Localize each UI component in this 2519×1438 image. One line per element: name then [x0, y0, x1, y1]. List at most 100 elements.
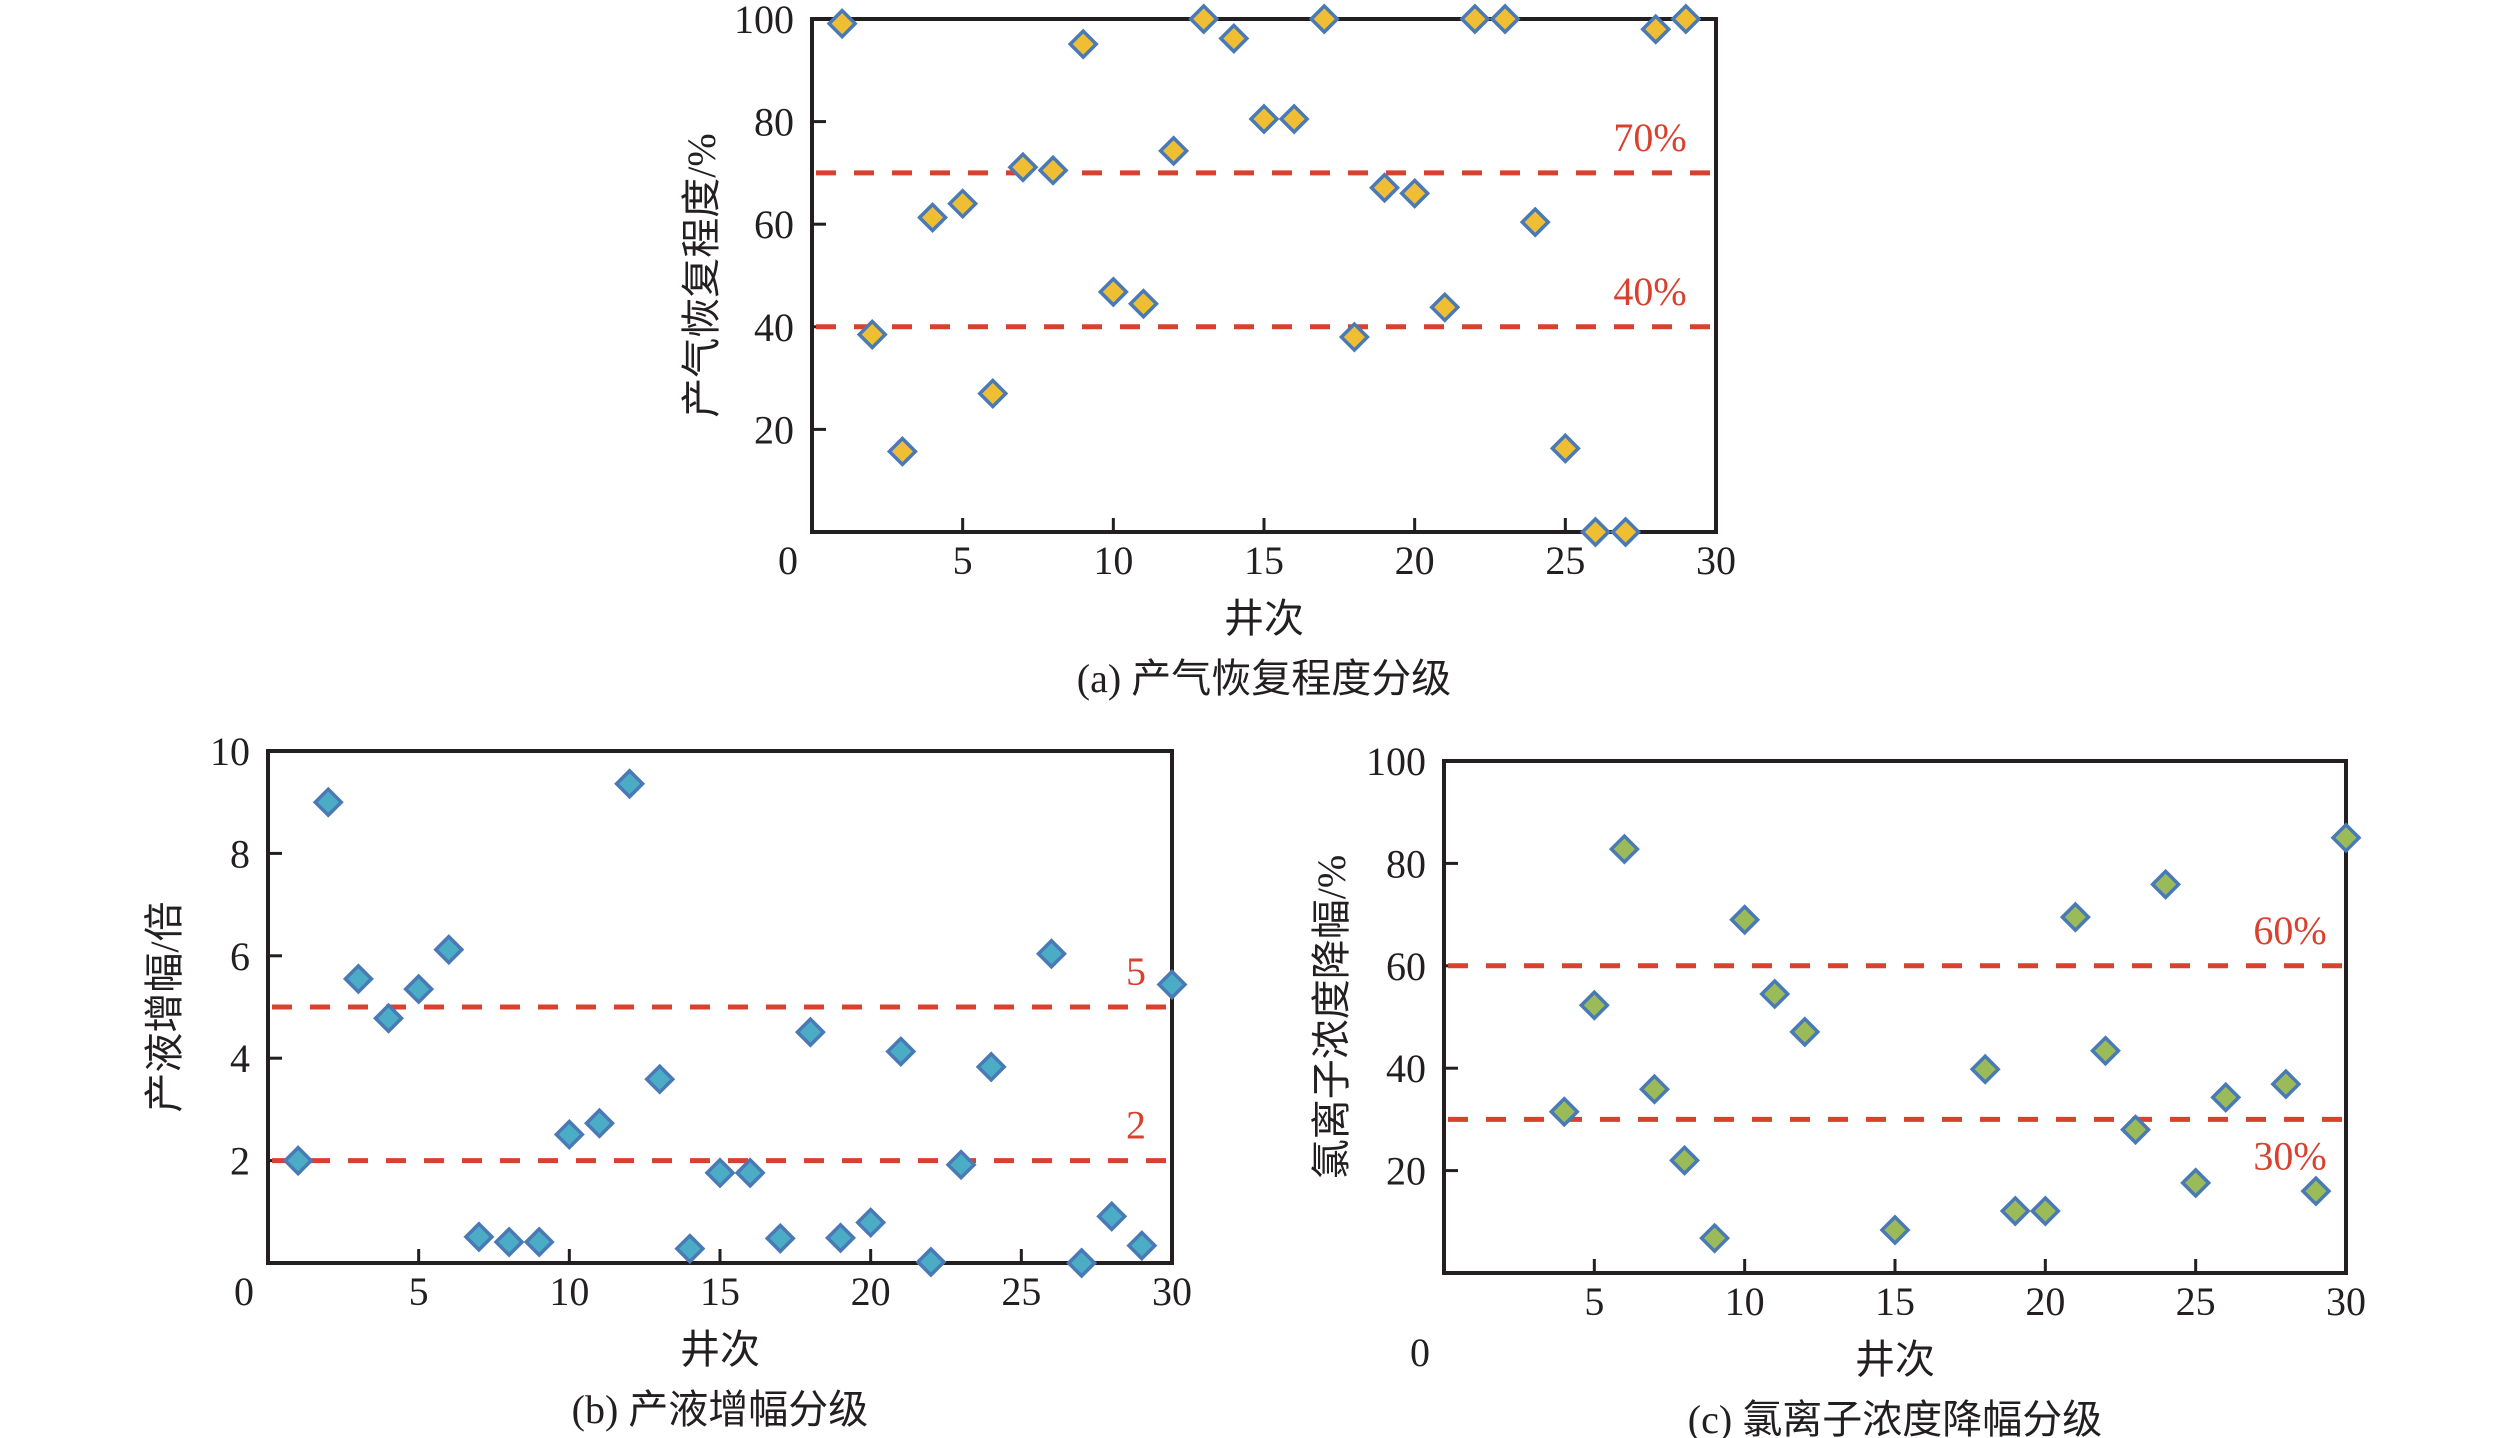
- data-point: [1097, 276, 1129, 308]
- y-tick-label: 4: [230, 1036, 250, 1081]
- data-point: [312, 786, 344, 818]
- x-tick-label: 15: [1875, 1279, 1915, 1324]
- data-point: [1308, 3, 1340, 35]
- x-tick-label: 30: [1696, 538, 1736, 583]
- data-point: [2059, 901, 2091, 933]
- x-tick-label: 0: [234, 1269, 254, 1314]
- data-point: [1127, 288, 1159, 320]
- data-point: [614, 768, 646, 800]
- data-point: [1035, 938, 1067, 970]
- data-point: [2180, 1167, 2212, 1199]
- data-point: [1999, 1195, 2031, 1227]
- x-tick-label: 30: [1152, 1269, 1192, 1314]
- data-point: [915, 1246, 947, 1278]
- data-point: [1007, 151, 1039, 183]
- chart-liquid-increase: 0 5 10 15 20 25 30 2 4 6 8 10 5 2 井次 产液增幅/倍 (b) 产液增幅分级: [142, 729, 1192, 1432]
- data-point: [975, 1051, 1007, 1083]
- x-tick-label: 25: [1545, 538, 1585, 583]
- x-tick-label: 5: [409, 1269, 429, 1314]
- data-point: [825, 1222, 857, 1254]
- y-tick-label: 10: [210, 729, 250, 774]
- data-point: [764, 1222, 796, 1254]
- chart-caption: (b) 产液增幅分级: [572, 1387, 869, 1432]
- data-point: [1638, 1073, 1670, 1105]
- y-tick-label: 100: [734, 0, 794, 42]
- data-point: [1549, 432, 1581, 464]
- data-point: [917, 202, 949, 234]
- data-point: [2120, 1114, 2152, 1146]
- threshold-label: 30%: [2253, 1133, 2326, 1178]
- data-point: [1158, 135, 1190, 167]
- data-point: [2330, 822, 2362, 854]
- x-tick-label: 20: [2025, 1279, 2065, 1324]
- data-point: [644, 1063, 676, 1095]
- y-axis-title: 产液增幅/倍: [142, 901, 187, 1112]
- data-point: [826, 8, 858, 40]
- x-tick-label: 15: [1244, 538, 1284, 583]
- y-tick-label: 6: [230, 934, 250, 979]
- x-tick-label: 10: [1093, 538, 1133, 583]
- y-tick-label: 40: [754, 305, 794, 350]
- x-axis-title: 井次: [1224, 596, 1304, 641]
- data-point: [2029, 1195, 2061, 1227]
- data-point: [1278, 103, 1310, 135]
- data-point: [1369, 172, 1401, 204]
- data-point: [493, 1226, 525, 1258]
- data-point: [1218, 23, 1250, 54]
- data-point: [704, 1157, 736, 1189]
- x-tick-label: 0: [778, 538, 798, 583]
- x-tick-label: 20: [1395, 538, 1435, 583]
- data-point: [373, 1002, 405, 1034]
- data-point: [1126, 1230, 1158, 1262]
- data-point: [1519, 206, 1551, 238]
- data-point: [977, 378, 1009, 409]
- data-point: [553, 1119, 585, 1150]
- plot-frame: [1442, 759, 2348, 1275]
- x-tick-label: 15: [700, 1269, 740, 1314]
- y-tick-label: 8: [230, 831, 250, 876]
- data-point: [2210, 1081, 2242, 1113]
- x-tick-label: 20: [851, 1269, 891, 1314]
- data-point: [674, 1233, 706, 1265]
- plot-frame: [810, 17, 1718, 534]
- y-tick-label: 20: [1386, 1149, 1426, 1194]
- data-point: [794, 1016, 826, 1048]
- data-point: [1096, 1200, 1128, 1232]
- y-tick-label: 80: [754, 100, 794, 145]
- data-point: [885, 1036, 917, 1068]
- data-point: [886, 435, 918, 467]
- data-point: [1789, 1016, 1821, 1048]
- y-tick-label: 2: [230, 1139, 250, 1184]
- data-point: [342, 963, 374, 995]
- data-point: [1067, 28, 1099, 60]
- threshold-label: 70%: [1613, 115, 1686, 160]
- y-tick-label: 60: [1386, 944, 1426, 989]
- y-axis-title: 氯离子浓度降幅/%: [1309, 855, 1354, 1179]
- x-tick-label: 5: [953, 538, 973, 583]
- x-tick-label: 5: [1584, 1279, 1604, 1324]
- data-point: [1759, 978, 1791, 1010]
- y-tick-label: 40: [1386, 1046, 1426, 1091]
- x-tick-label: 30: [2326, 1279, 2366, 1324]
- data-point: [282, 1145, 314, 1177]
- data-point: [1338, 321, 1370, 353]
- chart-caption: (c) 氯离子浓度降幅分级: [1688, 1397, 2102, 1438]
- x-tick-label: 25: [1001, 1269, 1041, 1314]
- data-point: [2270, 1068, 2302, 1100]
- data-point: [523, 1226, 555, 1258]
- threshold-label: 40%: [1613, 269, 1686, 314]
- data-point: [1969, 1053, 2001, 1085]
- chart-caption: (a) 产气恢复程度分级: [1077, 656, 1451, 701]
- data-point: [1669, 1144, 1701, 1176]
- data-point: [855, 1207, 887, 1239]
- data-point: [1188, 3, 1220, 35]
- data-point: [1578, 989, 1610, 1021]
- x-axis-title: 井次: [1855, 1337, 1935, 1382]
- data-point: [1548, 1096, 1580, 1128]
- data-point: [403, 973, 435, 1005]
- data-point: [947, 188, 979, 220]
- y-axis-title: 产气恢复程度/%: [679, 133, 724, 417]
- chart-gas-recovery: 0 5 10 15 20 25 30 20 40 60 80 100 70% 40% 井次 产气恢复程度/% (…: [679, 0, 1736, 701]
- x-tick-label: 25: [2176, 1279, 2216, 1324]
